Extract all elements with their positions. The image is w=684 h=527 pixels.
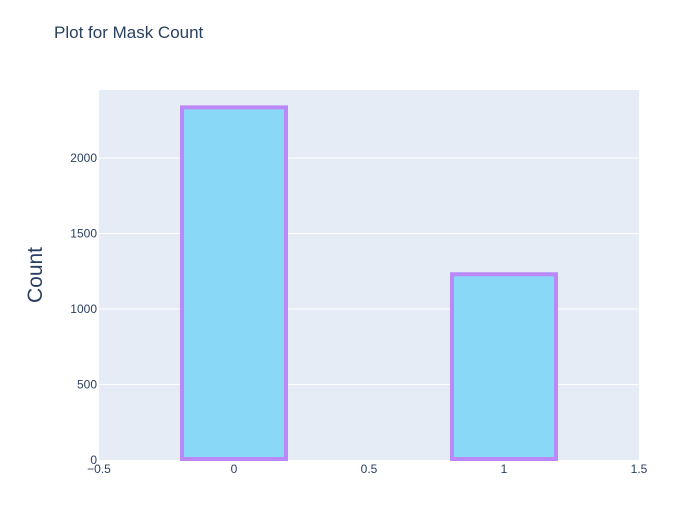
x-tick-label-0: −0.5 [87, 462, 111, 476]
x-tick-label-1: 0 [231, 462, 238, 476]
y-tick-label-1000: 1000 [70, 302, 97, 316]
x-axis-ticks: −0.5 0 0.5 1 1.5 [87, 462, 648, 476]
y-tick-label-2000: 2000 [70, 151, 97, 165]
bars [180, 105, 558, 462]
y-tick-label-1500: 1500 [70, 226, 97, 240]
y-axis-label: Count [24, 247, 47, 303]
y-tick-label-0: 0 [90, 453, 97, 467]
bar-0 [180, 105, 288, 462]
x-tick-label-2: 0.5 [361, 462, 378, 476]
bar-1 [450, 272, 558, 461]
chart-title: Plot for Mask Count [54, 23, 204, 42]
x-tick-label-4: 1.5 [631, 462, 648, 476]
y-tick-label-500: 500 [77, 377, 97, 391]
x-tick-label-3: 1 [501, 462, 508, 476]
y-axis-ticks: 0 500 1000 1500 2000 [70, 151, 97, 467]
